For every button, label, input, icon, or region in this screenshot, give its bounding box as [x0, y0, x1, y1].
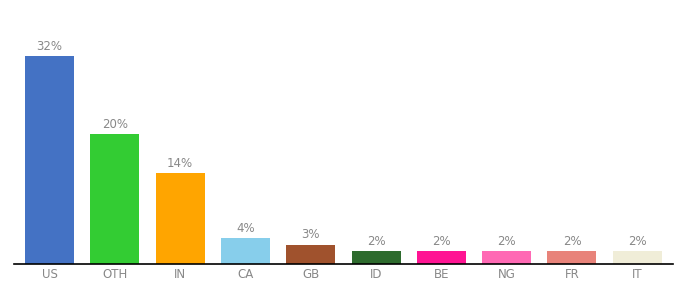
Text: 4%: 4% — [236, 222, 255, 235]
Bar — [417, 251, 466, 264]
Bar — [613, 251, 662, 264]
Bar — [90, 134, 139, 264]
Text: 14%: 14% — [167, 157, 193, 170]
Text: 2%: 2% — [497, 235, 516, 248]
Bar — [547, 251, 596, 264]
Bar — [156, 173, 205, 264]
Text: 2%: 2% — [367, 235, 386, 248]
Bar — [25, 56, 74, 264]
Text: 2%: 2% — [628, 235, 647, 248]
Text: 32%: 32% — [37, 40, 63, 53]
Bar — [482, 251, 531, 264]
Bar — [221, 238, 270, 264]
Text: 3%: 3% — [301, 228, 320, 241]
Text: 20%: 20% — [102, 118, 128, 131]
Bar — [286, 244, 335, 264]
Text: 2%: 2% — [432, 235, 451, 248]
Text: 2%: 2% — [562, 235, 581, 248]
Bar — [352, 251, 401, 264]
